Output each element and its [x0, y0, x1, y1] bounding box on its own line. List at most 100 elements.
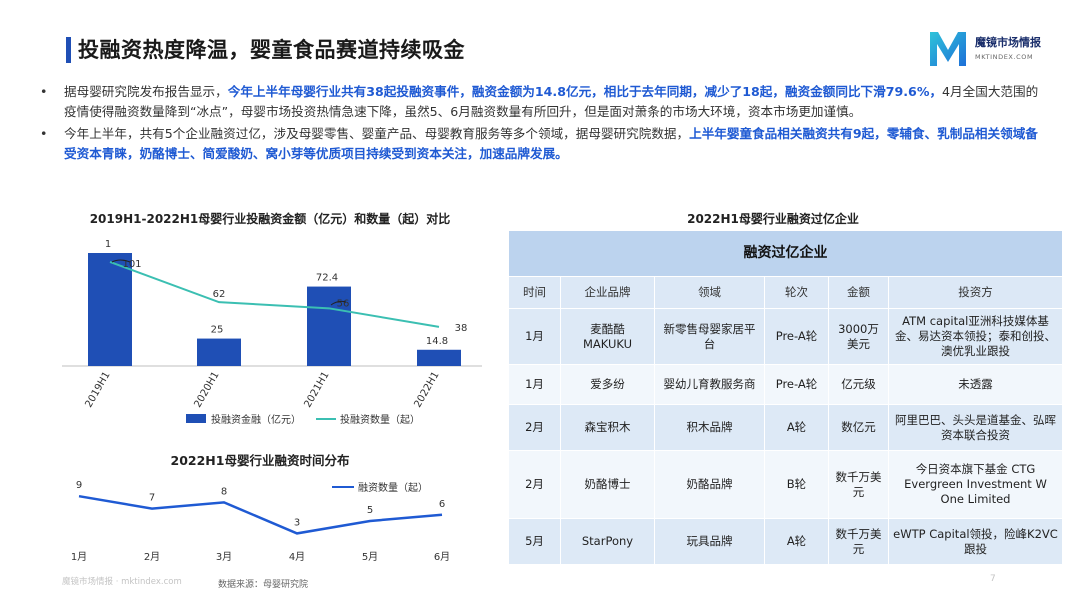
- cell-time: 5月: [508, 518, 561, 565]
- leader-mark: [330, 300, 347, 306]
- header-amount: 金额: [828, 276, 889, 309]
- data-label: 9: [76, 480, 82, 491]
- cell-field: 玩具品牌: [654, 518, 765, 565]
- table-row: 2月 森宝积木 积木品牌 A轮 数亿元 阿里巴巴、头头是道基金、弘晖资本联合投资: [508, 404, 1063, 451]
- line-data-label: 101: [122, 259, 141, 270]
- bar-data-label: 14.8: [426, 336, 448, 347]
- data-label: 6: [439, 499, 445, 510]
- chart-1-title: 2019H1-2022H1母婴行业投融资金额（亿元）和数量（起）对比: [89, 212, 451, 226]
- table-row: 1月 麦酷酷 MAKUKU 新零售母婴家居平台 Pre-A轮 3000万美元 A…: [508, 308, 1063, 365]
- bar-data-label: 25: [211, 325, 224, 336]
- cell-investor: 今日资本旗下基金 CTG Evergreen Investment W One …: [888, 450, 1063, 519]
- cell-brand: 麦酷酷 MAKUKU: [560, 308, 655, 365]
- legend-label-line: 投融资数量（起）: [340, 413, 420, 426]
- cell-field: 新零售母婴家居平台: [654, 308, 765, 365]
- leader-mark: [111, 259, 131, 263]
- cell-investor: eWTP Capital领投，险峰K2VC跟投: [888, 518, 1063, 565]
- data-source: 数据来源：母婴研究院: [218, 580, 309, 590]
- data-label: 7: [149, 493, 155, 504]
- data-label: 5: [367, 505, 373, 516]
- cell-amount: 3000万美元: [828, 308, 889, 365]
- line-data-label: 56: [337, 298, 350, 309]
- bar-mark: [307, 286, 351, 366]
- bullet-item-1: • 据母婴研究院发布报告显示，今年上半年母婴行业共有38起投融资事件，融资金额为…: [36, 82, 1046, 122]
- bullet-dot: •: [40, 84, 48, 99]
- cell-field: 积木品牌: [654, 404, 765, 451]
- cell-round: Pre-A轮: [764, 308, 829, 365]
- cell-round: A轮: [764, 404, 829, 451]
- logo-m-icon: [930, 32, 966, 66]
- cell-round: A轮: [764, 518, 829, 565]
- x-tick-label: 6月: [434, 551, 450, 563]
- header-time: 时间: [508, 276, 561, 309]
- cell-investor: ATM capital亚洲科技媒体基金、易达资本领投；泰和创投、澳优乳业跟投: [888, 308, 1063, 365]
- series-line: [78, 494, 443, 535]
- header-brand: 企业品牌: [560, 276, 655, 309]
- table-header-row: 时间 企业品牌 领域 轮次 金额 投资方: [508, 276, 1063, 309]
- cell-brand: 奶酪博士: [560, 450, 655, 519]
- cell-amount: 数千万美元: [828, 450, 889, 519]
- bullet-1-text-a: 据母婴研究院发布报告显示，: [64, 84, 228, 99]
- cell-amount: 数千万美元: [828, 518, 889, 565]
- logo-domain: MKTINDEX.COM: [975, 53, 1034, 61]
- x-tick-label: 1月: [71, 551, 87, 563]
- legend-swatch-bar: [186, 414, 206, 423]
- watermark: 魔镜市场情报 · mktindex.com: [62, 577, 182, 587]
- data-label: 3: [294, 517, 300, 528]
- table-caption: 融资过亿企业: [508, 230, 1063, 277]
- bar-mark: [417, 349, 461, 366]
- cell-brand: 爱多纷: [560, 364, 655, 405]
- bullet-2-text-a: 今年上半年，共有5个企业融资过亿，涉及母婴零售、婴童产品、母婴教育服务等多个领域…: [64, 126, 690, 141]
- legend-label-line: 融资数量（起）: [358, 481, 428, 494]
- x-tick-label: 3月: [216, 551, 232, 563]
- table-row: 2月 奶酪博士 奶酪品牌 B轮 数千万美元 今日资本旗下基金 CTG Everg…: [508, 450, 1063, 519]
- logo-name: 魔镜市场情报: [975, 36, 1041, 49]
- bullet-1-highlight: 今年上半年母婴行业共有38起投融资事件，融资金额为14.8亿元，相比于去年同期，…: [227, 84, 943, 99]
- series-line: [109, 261, 440, 328]
- header-investor: 投资方: [888, 276, 1063, 309]
- cell-time: 1月: [508, 364, 561, 405]
- cell-field: 婴幼儿育教服务商: [654, 364, 765, 405]
- bullet-dot: •: [40, 126, 48, 141]
- table-row: 1月 爱多纷 婴幼儿育教服务商 Pre-A轮 亿元级 未透露: [508, 364, 1063, 405]
- x-tick-label: 2月: [144, 551, 160, 563]
- cell-investor: 未透露: [888, 364, 1063, 405]
- cell-amount: 数亿元: [828, 404, 889, 451]
- bullet-2-highlight: 上半年婴童食品相关融资共有9起，零辅食、乳制品相关领域备受资本青睐，奶酪博士、简…: [64, 126, 1038, 161]
- cell-field: 奶酪品牌: [654, 450, 765, 519]
- cell-round: Pre-A轮: [764, 364, 829, 405]
- cell-time: 1月: [508, 308, 561, 365]
- page-number: 7: [990, 574, 996, 584]
- chart-2-title: 2022H1母婴行业融资时间分布: [170, 453, 350, 468]
- header-field: 领域: [654, 276, 765, 309]
- data-label: 8: [221, 486, 227, 497]
- brand-logo: 魔镜市场情报 MKTINDEX.COM: [926, 26, 1056, 70]
- bullet-1-text-b: 4月全国大范围的疫情使得融资数量降到“冰点”，母婴市场投资热情急速下降，虽然5、…: [64, 84, 1039, 119]
- investment-table: 融资过亿企业 时间 企业品牌 领域 轮次 金额 投资方 1月 麦酷酷 MAKUK…: [508, 230, 1063, 565]
- cell-amount: 亿元级: [828, 364, 889, 405]
- cell-brand: 森宝积木: [560, 404, 655, 451]
- bar-mark: [88, 253, 132, 366]
- title-accent-bar: [66, 37, 71, 63]
- bar-data-label: 1: [105, 239, 111, 250]
- header-round: 轮次: [764, 276, 829, 309]
- cell-time: 2月: [508, 404, 561, 451]
- table-row: 5月 StarPony 玩具品牌 A轮 数千万美元 eWTP Capital领投…: [508, 518, 1063, 565]
- cell-time: 2月: [508, 450, 561, 519]
- line-data-label: 62: [213, 289, 226, 300]
- cell-investor: 阿里巴巴、头头是道基金、弘晖资本联合投资: [888, 404, 1063, 451]
- x-tick-label: 4月: [289, 551, 305, 563]
- cell-round: B轮: [764, 450, 829, 519]
- line-data-label: 38: [455, 323, 468, 334]
- x-tick-label: 5月: [362, 551, 378, 563]
- table-title: 2022H1母婴行业融资过亿企业: [687, 212, 859, 226]
- bullet-item-2: • 今年上半年，共有5个企业融资过亿，涉及母婴零售、婴童产品、母婴教育服务等多个…: [36, 124, 1046, 164]
- legend-label-bar: 投融资金融（亿元）: [211, 413, 301, 426]
- page-title: 投融资热度降温，婴童食品赛道持续吸金: [78, 38, 465, 62]
- summary-bullets: • 据母婴研究院发布报告显示，今年上半年母婴行业共有38起投融资事件，融资金额为…: [36, 82, 1046, 166]
- cell-brand: StarPony: [560, 518, 655, 565]
- bar-data-label: 72.4: [316, 273, 338, 284]
- bar-mark: [197, 338, 241, 366]
